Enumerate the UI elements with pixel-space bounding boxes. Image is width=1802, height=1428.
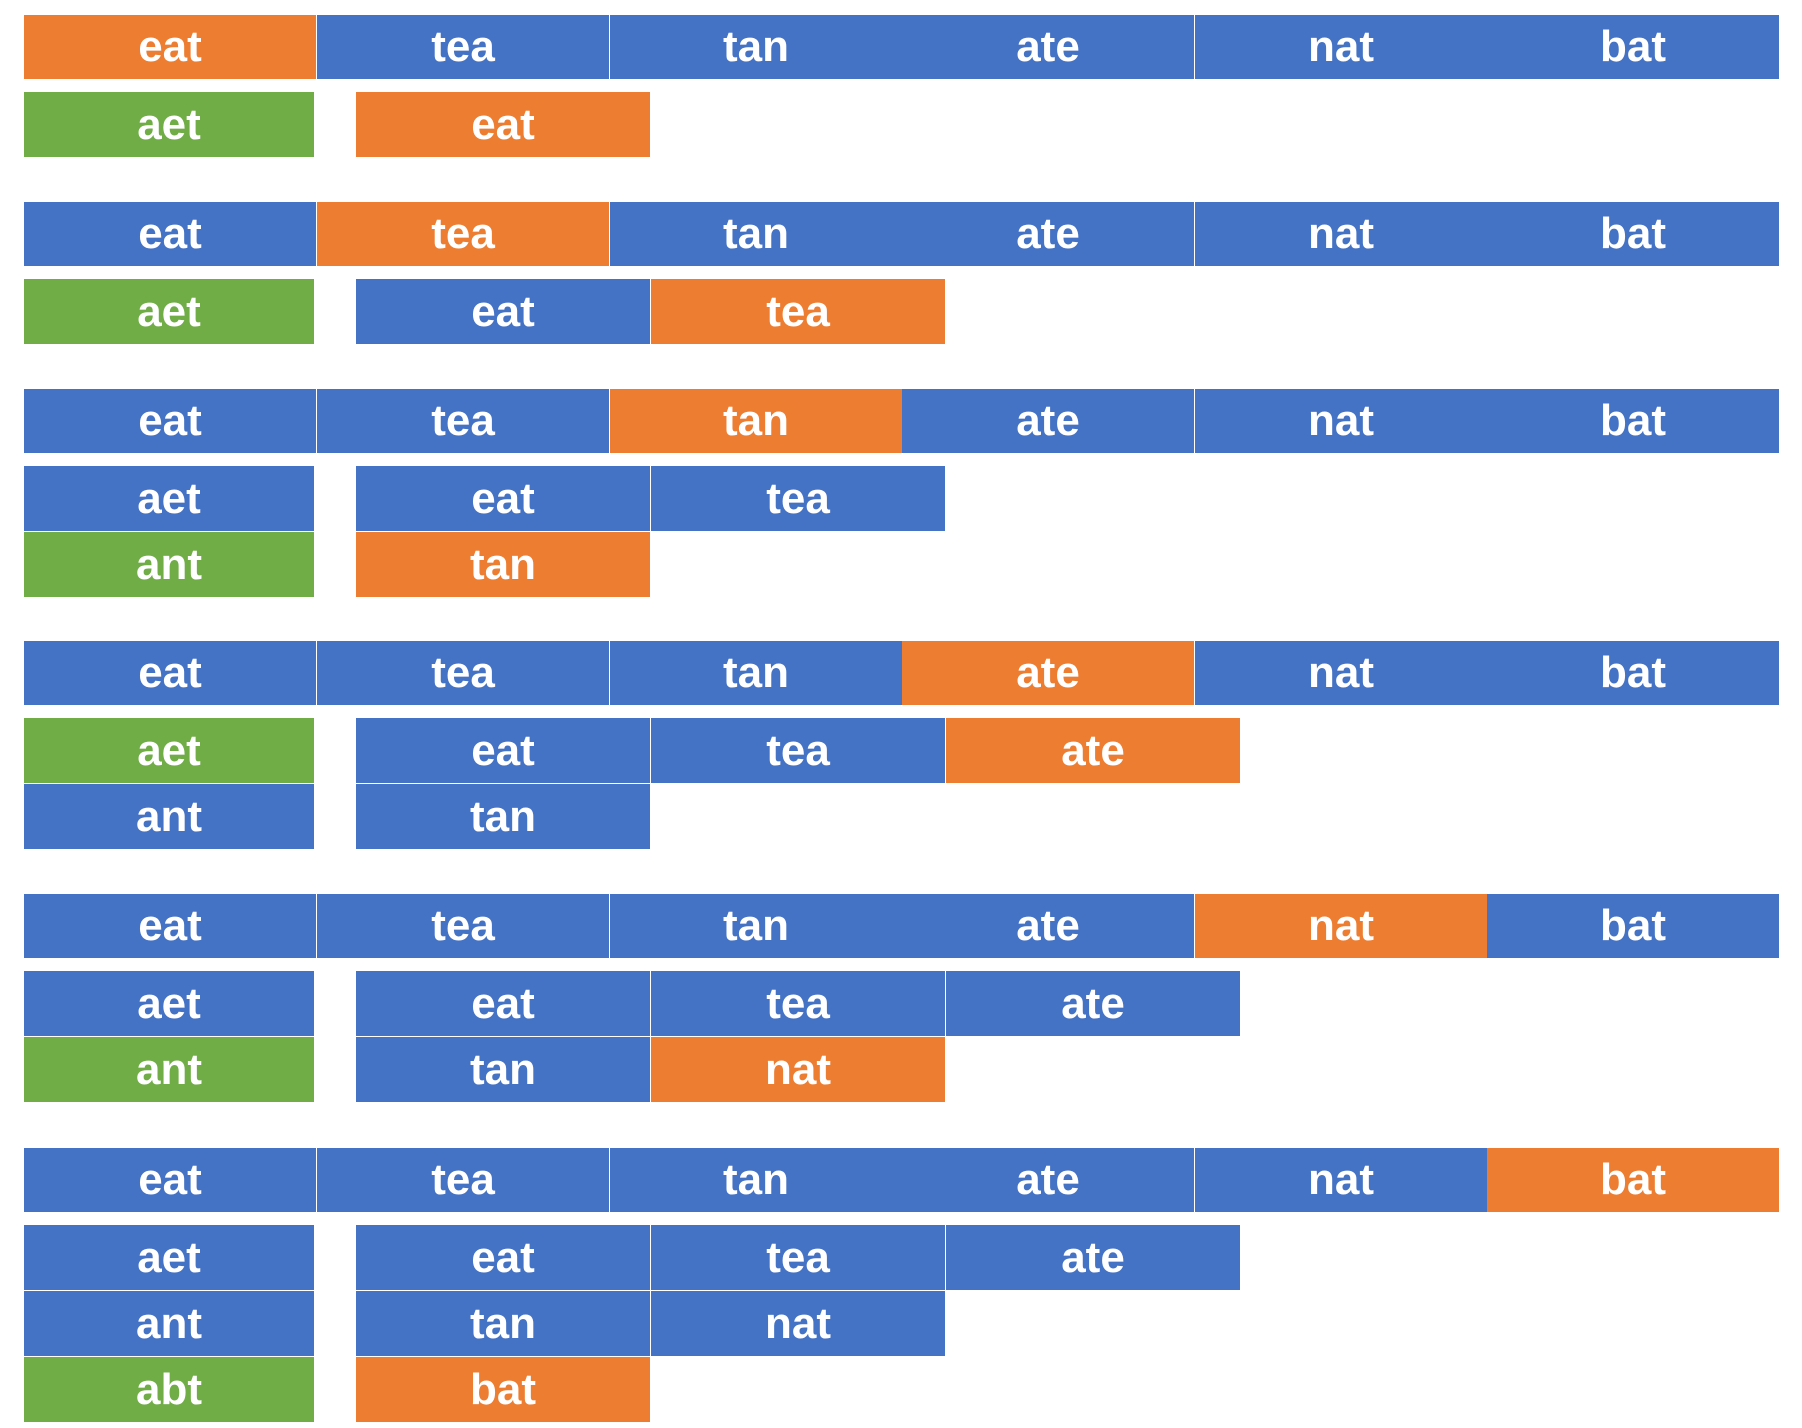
group-member-cell: ate — [946, 971, 1241, 1037]
group-key-cell: aet — [24, 279, 315, 345]
group-key-cell: aet — [24, 971, 315, 1037]
group-key-cell: abt — [24, 1357, 315, 1423]
group-member-cell: ate — [946, 718, 1241, 784]
group-member-cell: tan — [356, 784, 651, 850]
group-member-cell: eat — [356, 92, 651, 158]
input-word-cell: eat — [24, 1148, 317, 1213]
input-word-cell: ate — [902, 389, 1195, 454]
group-member-cell: tea — [651, 279, 946, 345]
input-word-cell: tea — [317, 389, 610, 454]
input-word-cell: nat — [1195, 1148, 1488, 1213]
group-key-cell: ant — [24, 532, 315, 598]
input-word-cell: eat — [24, 894, 317, 959]
input-word-cell: tea — [317, 202, 610, 267]
input-word-cell: tan — [610, 894, 903, 959]
group-member-cell: tan — [356, 1037, 651, 1103]
group-member-cell: eat — [356, 466, 651, 532]
input-word-cell: ate — [902, 641, 1195, 706]
group-key-cell: ant — [24, 1291, 315, 1357]
input-word-cell: nat — [1195, 641, 1488, 706]
input-word-cell: ate — [902, 1148, 1195, 1213]
input-word-cell: tan — [610, 202, 903, 267]
group-member-cell: bat — [356, 1357, 651, 1423]
group-key-cell: aet — [24, 718, 315, 784]
input-word-cell: tea — [317, 641, 610, 706]
input-word-cell: bat — [1487, 1148, 1780, 1213]
input-word-cell: ate — [902, 894, 1195, 959]
group-member-cell: tea — [651, 466, 946, 532]
input-word-cell: ate — [902, 202, 1195, 267]
group-member-cell: eat — [356, 971, 651, 1037]
group-member-cell: tea — [651, 971, 946, 1037]
group-key-cell: ant — [24, 784, 315, 850]
input-word-cell: nat — [1195, 202, 1488, 267]
group-member-cell: tea — [651, 1225, 946, 1291]
input-word-cell: ate — [902, 15, 1195, 80]
input-word-cell: bat — [1487, 641, 1780, 706]
input-word-cell: bat — [1487, 389, 1780, 454]
group-member-cell: tan — [356, 532, 651, 598]
group-member-cell: nat — [651, 1037, 946, 1103]
group-member-cell: tan — [356, 1291, 651, 1357]
input-word-cell: tan — [610, 641, 903, 706]
input-word-cell: nat — [1195, 894, 1488, 959]
input-word-cell: eat — [24, 389, 317, 454]
group-member-cell: tea — [651, 718, 946, 784]
group-key-cell: ant — [24, 1037, 315, 1103]
group-member-cell: nat — [651, 1291, 946, 1357]
input-word-cell: tan — [610, 389, 903, 454]
input-word-cell: tea — [317, 15, 610, 80]
input-word-cell: eat — [24, 15, 317, 80]
input-word-cell: eat — [24, 202, 317, 267]
input-word-cell: tan — [610, 15, 903, 80]
group-member-cell: eat — [356, 718, 651, 784]
input-word-cell: eat — [24, 641, 317, 706]
input-word-cell: bat — [1487, 202, 1780, 267]
input-word-cell: nat — [1195, 389, 1488, 454]
group-key-cell: aet — [24, 92, 315, 158]
input-word-cell: tan — [610, 1148, 903, 1213]
input-word-cell: nat — [1195, 15, 1488, 80]
group-key-cell: aet — [24, 466, 315, 532]
input-word-cell: bat — [1487, 15, 1780, 80]
input-word-cell: tea — [317, 894, 610, 959]
group-member-cell: eat — [356, 1225, 651, 1291]
group-key-cell: aet — [24, 1225, 315, 1291]
input-word-cell: bat — [1487, 894, 1780, 959]
group-member-cell: ate — [946, 1225, 1241, 1291]
input-word-cell: tea — [317, 1148, 610, 1213]
group-member-cell: eat — [356, 279, 651, 345]
